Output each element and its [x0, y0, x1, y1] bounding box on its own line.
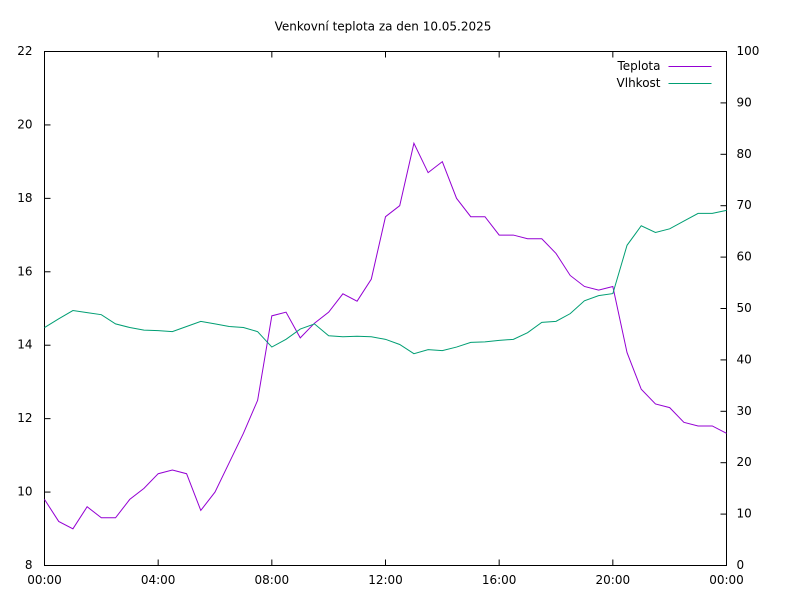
- x-tick-label: 08:00: [255, 573, 290, 587]
- y-tick-label: 12: [17, 411, 32, 425]
- y2-tick-label: 30: [737, 404, 752, 418]
- y-tick-label: 16: [17, 264, 32, 278]
- y2-tick-label: 70: [737, 198, 752, 212]
- x-tick-label: 12:00: [368, 573, 403, 587]
- y2-tick-label: 50: [737, 301, 752, 315]
- y-tick-label: 8: [25, 558, 33, 572]
- y2-tick-label: 10: [737, 507, 752, 521]
- y2-tick-label: 0: [737, 558, 745, 572]
- x-tick-label: 04:00: [141, 573, 176, 587]
- chart-title: Venkovní teplota za den 10.05.2025: [275, 20, 492, 34]
- y2-tick-label: 60: [737, 250, 752, 264]
- data-line: [44, 209, 727, 355]
- data-line: [44, 141, 727, 530]
- x-tick-label: 00:00: [709, 573, 744, 587]
- x-tick-label: 00:00: [27, 573, 62, 587]
- y2-tick-label: 40: [737, 352, 752, 366]
- legend-label: Teplota: [616, 59, 660, 73]
- y-tick-label: 20: [17, 117, 32, 131]
- y2-tick-label: 100: [737, 44, 760, 58]
- x-tick-label: 20:00: [596, 573, 631, 587]
- y-tick-label: 14: [17, 338, 32, 352]
- y-tick-label: 22: [17, 44, 32, 58]
- y2-tick-label: 90: [737, 95, 752, 109]
- x-tick-label: 16:00: [482, 573, 517, 587]
- y-tick-label: 10: [17, 485, 32, 499]
- legend-label: Vlhkost: [617, 76, 661, 90]
- y2-tick-label: 80: [737, 147, 752, 161]
- y-tick-label: 18: [17, 191, 32, 205]
- y2-tick-label: 20: [737, 455, 752, 469]
